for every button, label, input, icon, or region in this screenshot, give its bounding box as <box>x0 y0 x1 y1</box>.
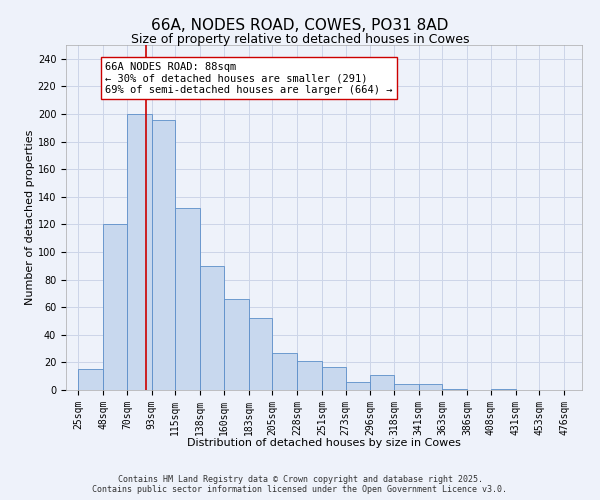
Text: Contains HM Land Registry data © Crown copyright and database right 2025.
Contai: Contains HM Land Registry data © Crown c… <box>92 474 508 494</box>
Bar <box>370 375 394 390</box>
Bar <box>297 361 322 390</box>
Y-axis label: Number of detached properties: Number of detached properties <box>25 130 35 305</box>
Bar <box>346 382 370 390</box>
Bar <box>272 352 297 390</box>
Bar <box>79 370 103 390</box>
X-axis label: Distribution of detached houses by size in Cowes: Distribution of detached houses by size … <box>187 438 461 448</box>
Text: 66A NODES ROAD: 88sqm
← 30% of detached houses are smaller (291)
69% of semi-det: 66A NODES ROAD: 88sqm ← 30% of detached … <box>106 62 393 95</box>
Bar <box>200 266 224 390</box>
Text: Size of property relative to detached houses in Cowes: Size of property relative to detached ho… <box>131 32 469 46</box>
Text: 66A, NODES ROAD, COWES, PO31 8AD: 66A, NODES ROAD, COWES, PO31 8AD <box>151 18 449 32</box>
Bar <box>442 388 467 390</box>
Bar <box>322 366 346 390</box>
Bar <box>224 299 248 390</box>
Bar <box>127 114 152 390</box>
Bar <box>394 384 419 390</box>
Bar <box>491 388 516 390</box>
Bar <box>152 120 175 390</box>
Bar <box>419 384 442 390</box>
Bar <box>103 224 127 390</box>
Bar <box>248 318 272 390</box>
Bar <box>175 208 200 390</box>
